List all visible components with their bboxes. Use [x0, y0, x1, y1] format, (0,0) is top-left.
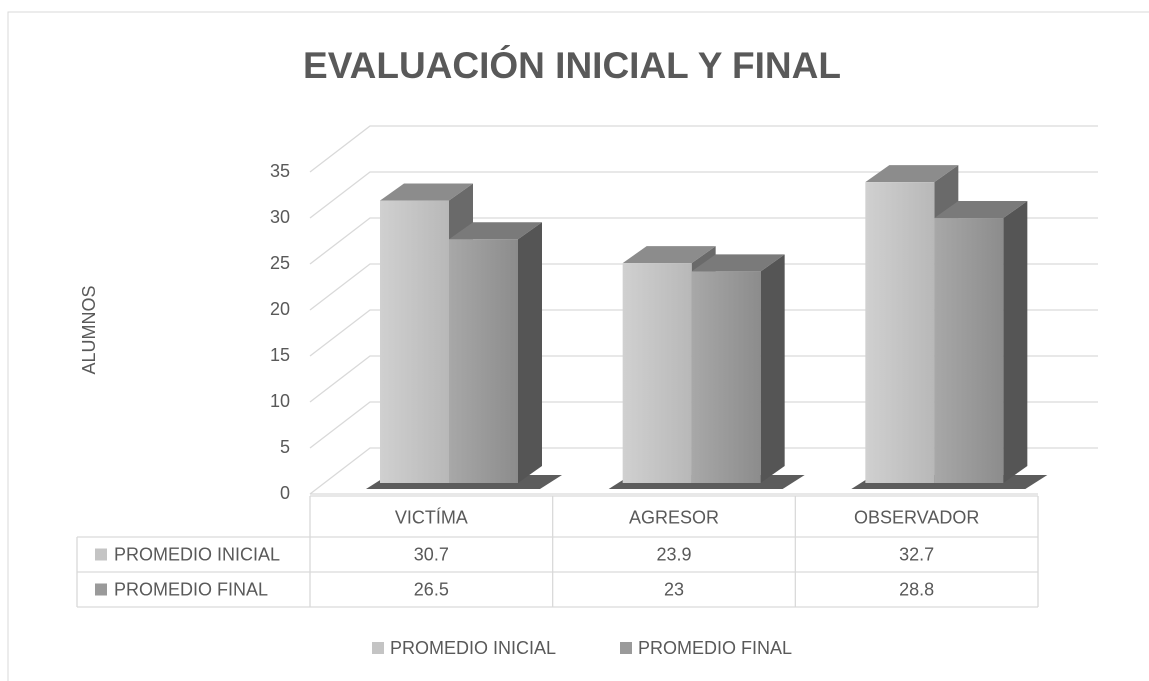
grid-line [309, 171, 1098, 219]
grid-line [309, 217, 1098, 265]
bar-top [865, 165, 959, 183]
bar [622, 263, 692, 483]
bar-top [380, 183, 473, 201]
legend-key [620, 642, 632, 654]
bar-side [518, 222, 542, 483]
grid-line [309, 125, 1098, 173]
chart-border [7, 11, 1149, 681]
table-value: 28.8 [899, 579, 934, 599]
y-tick-label: 35 [270, 161, 290, 181]
grid-line [309, 447, 1098, 495]
table-value: 32.7 [899, 544, 934, 564]
bar [449, 239, 518, 483]
bar [934, 218, 1004, 484]
chart-title: EVALUACIÓN INICIAL Y FINAL [303, 44, 841, 86]
y-tick-label: 15 [270, 345, 290, 365]
legend-label: PROMEDIO INICIAL [390, 638, 556, 658]
grid-line [309, 401, 1098, 449]
bar-top [691, 254, 785, 272]
y-tick-label: 30 [270, 207, 290, 227]
row-label: PROMEDIO FINAL [114, 579, 268, 599]
y-tick-label: 0 [280, 483, 290, 503]
legend-label: PROMEDIO FINAL [638, 638, 792, 658]
y-tick-label: 10 [270, 391, 290, 411]
table-value: 30.7 [414, 544, 449, 564]
bar-top [622, 246, 716, 264]
bar-side [1003, 201, 1028, 484]
y-tick-label: 25 [270, 253, 290, 273]
grid-line [309, 263, 1098, 311]
legend-key [95, 583, 107, 596]
grid-line [309, 355, 1098, 403]
bar-top [934, 201, 1028, 219]
y-tick-label: 20 [270, 299, 290, 319]
table-value: 23 [664, 579, 684, 599]
table-value: 26.5 [414, 579, 449, 599]
legend-key [95, 548, 107, 561]
category-label: VICTÍMA [395, 507, 468, 527]
category-label: OBSERVADOR [854, 507, 979, 527]
bar [380, 200, 449, 483]
y-axis-label: ALUMNOS [79, 285, 99, 374]
bar-top [449, 222, 542, 240]
table-value: 23.9 [656, 544, 691, 564]
bar [865, 182, 935, 483]
row-label: PROMEDIO INICIAL [114, 544, 280, 564]
bar-side [760, 254, 785, 483]
category-label: AGRESOR [629, 507, 719, 527]
y-tick-label: 5 [280, 437, 290, 457]
legend-key [372, 642, 384, 654]
bar [691, 271, 761, 483]
grid-line [309, 309, 1098, 357]
